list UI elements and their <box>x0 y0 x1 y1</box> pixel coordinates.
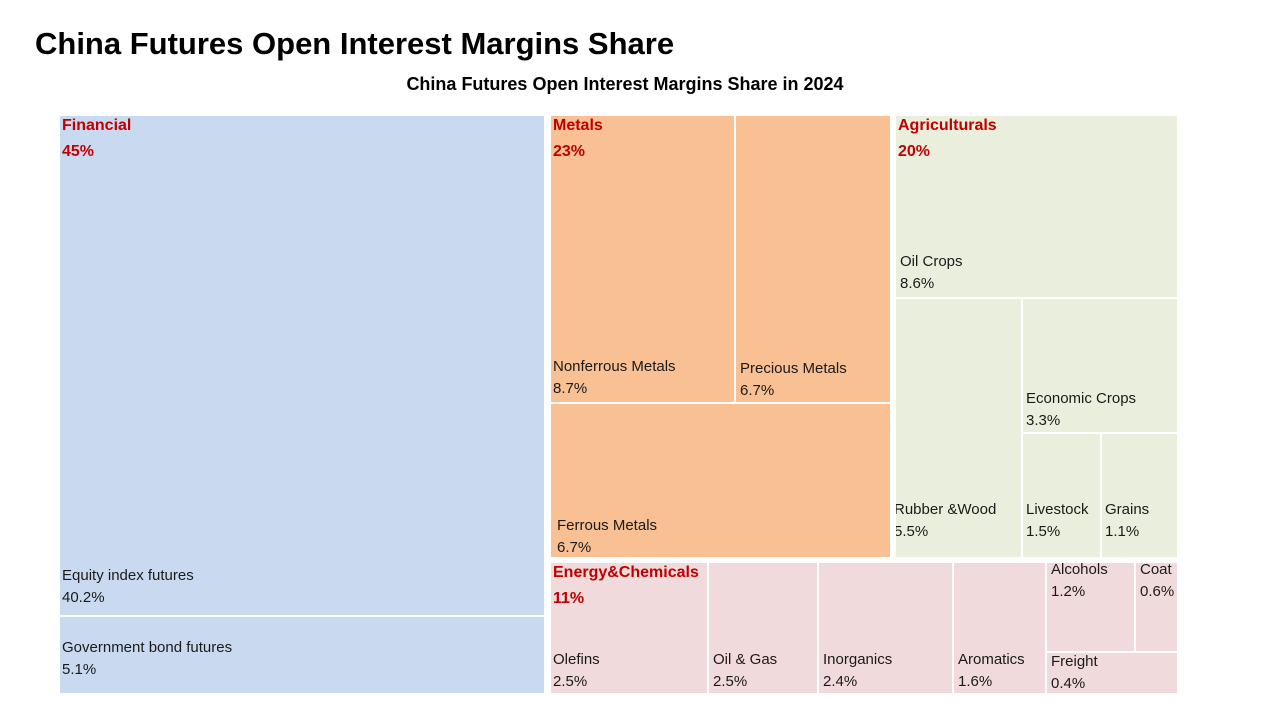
page-title: China Futures Open Interest Margins Shar… <box>35 26 675 61</box>
tile-label: Rubber &Wood 5.5% <box>894 499 996 543</box>
category-name: Financial <box>62 117 132 134</box>
treemap-tile-ferrous-metals: Ferrous Metals 6.7% <box>548 403 893 560</box>
category-label-financial: Financial 45% <box>62 113 131 165</box>
tile-label: Precious Metals 6.7% <box>740 358 847 402</box>
tile-value: 6.7% <box>557 539 592 556</box>
treemap-tile-alcohols: Alcohols 1.2% <box>1046 560 1135 652</box>
tile-value: 3.3% <box>1026 412 1061 429</box>
category-name: Energy&Chemicals <box>553 564 699 581</box>
tile-name: Olefins <box>553 651 600 668</box>
tile-value: 2.4% <box>823 673 858 690</box>
tile-label: Government bond futures 5.1% <box>62 637 232 681</box>
tile-name: Inorganics <box>823 651 893 668</box>
tile-name: Ferrous Metals <box>557 517 658 534</box>
tile-value: 8.7% <box>553 380 588 397</box>
category-value: 45% <box>62 143 95 160</box>
tile-label: Economic Crops 3.3% <box>1026 388 1136 432</box>
treemap-tile-oil-and-gas: Oil & Gas 2.5% <box>708 560 818 696</box>
tile-label: Inorganics 2.4% <box>823 649 892 693</box>
chart-title: China Futures Open Interest Margins Shar… <box>406 74 844 94</box>
tile-label: Freight 0.4% <box>1051 653 1098 695</box>
tile-label: Grains 1.1% <box>1105 499 1149 543</box>
tile-name: Precious Metals <box>740 360 847 377</box>
tile-value: 5.1% <box>62 661 97 678</box>
tile-value: 1.5% <box>1026 523 1061 540</box>
tile-label: Oil Crops 8.6% <box>900 251 963 295</box>
tile-name: Oil Crops <box>900 253 963 270</box>
treemap-tile-precious-metals: Precious Metals 6.7% <box>735 113 893 403</box>
tile-value: 40.2% <box>62 589 105 606</box>
tile-value: 2.5% <box>553 673 588 690</box>
tile-label: Coat 0.6% <box>1140 561 1175 603</box>
tile-name: Rubber &Wood <box>894 501 997 518</box>
treemap-tile-aromatics: Aromatics 1.6% <box>953 560 1046 696</box>
tile-name: Nonferrous Metals <box>553 358 676 375</box>
tile-label: Olefins 2.5% <box>553 649 600 693</box>
treemap-tile-livestock: Livestock 1.5% <box>1022 433 1101 560</box>
category-value: 20% <box>898 143 931 160</box>
tile-value: 5.5% <box>894 523 929 540</box>
tile-name: Oil & Gas <box>713 651 778 668</box>
treemap-tile-rubber-and-wood: Rubber &Wood 5.5% <box>893 298 1022 560</box>
tile-label: Aromatics 1.6% <box>958 649 1025 693</box>
category-value: 11% <box>553 590 585 607</box>
tile-label: Oil & Gas 2.5% <box>713 649 777 693</box>
tile-label: Alcohols 1.2% <box>1051 561 1108 603</box>
treemap-tile-economic-crops: Economic Crops 3.3% <box>1022 298 1180 433</box>
treemap-tile-inorganics: Inorganics 2.4% <box>818 560 953 696</box>
tile-value: 0.6% <box>1140 583 1175 600</box>
tile-value: 0.4% <box>1051 675 1086 692</box>
tile-value: 2.5% <box>713 673 748 690</box>
category-label-agriculturals: Agriculturals 20% <box>898 113 997 165</box>
treemap-tile-equity-index-futures: Equity index futures 40.2% <box>57 113 547 616</box>
treemap-tile-oil-crops: Oil Crops 8.6% <box>893 113 1180 298</box>
treemap-tile-government-bond-futures: Government bond futures 5.1% <box>57 616 547 696</box>
tile-value: 1.1% <box>1105 523 1140 540</box>
tile-name: Freight <box>1051 653 1098 670</box>
tile-name: Alcohols <box>1051 561 1108 578</box>
tile-name: Livestock <box>1026 501 1089 518</box>
category-name: Metals <box>553 117 603 134</box>
treemap-tile-grains: Grains 1.1% <box>1101 433 1180 560</box>
tile-label: Nonferrous Metals 8.7% <box>553 356 676 400</box>
tile-name: Economic Crops <box>1026 390 1137 407</box>
tile-name: Government bond futures <box>62 639 233 656</box>
tile-name: Coat <box>1140 561 1172 578</box>
tile-value: 8.6% <box>900 275 935 292</box>
tile-name: Aromatics <box>958 651 1025 668</box>
tile-label: Ferrous Metals 6.7% <box>557 515 657 559</box>
tile-value: 6.7% <box>740 382 775 399</box>
treemap-tile-freight: Freight 0.4% <box>1046 652 1180 696</box>
tile-name: Equity index futures <box>62 567 194 584</box>
tile-label: Livestock 1.5% <box>1026 499 1089 543</box>
category-label-metals: Metals 23% <box>553 113 603 165</box>
tile-value: 1.2% <box>1051 583 1086 600</box>
category-name: Agriculturals <box>898 117 997 134</box>
tile-value: 1.6% <box>958 673 993 690</box>
treemap-tile-olefins: Olefins 2.5% <box>548 560 708 696</box>
category-value: 23% <box>553 143 586 160</box>
tile-name: Grains <box>1105 501 1150 518</box>
treemap-tile-coat: Coat 0.6% <box>1135 560 1180 652</box>
category-label-energy-and-chemicals: Energy&Chemicals 11% <box>553 560 699 612</box>
tile-label: Equity index futures 40.2% <box>62 565 194 609</box>
